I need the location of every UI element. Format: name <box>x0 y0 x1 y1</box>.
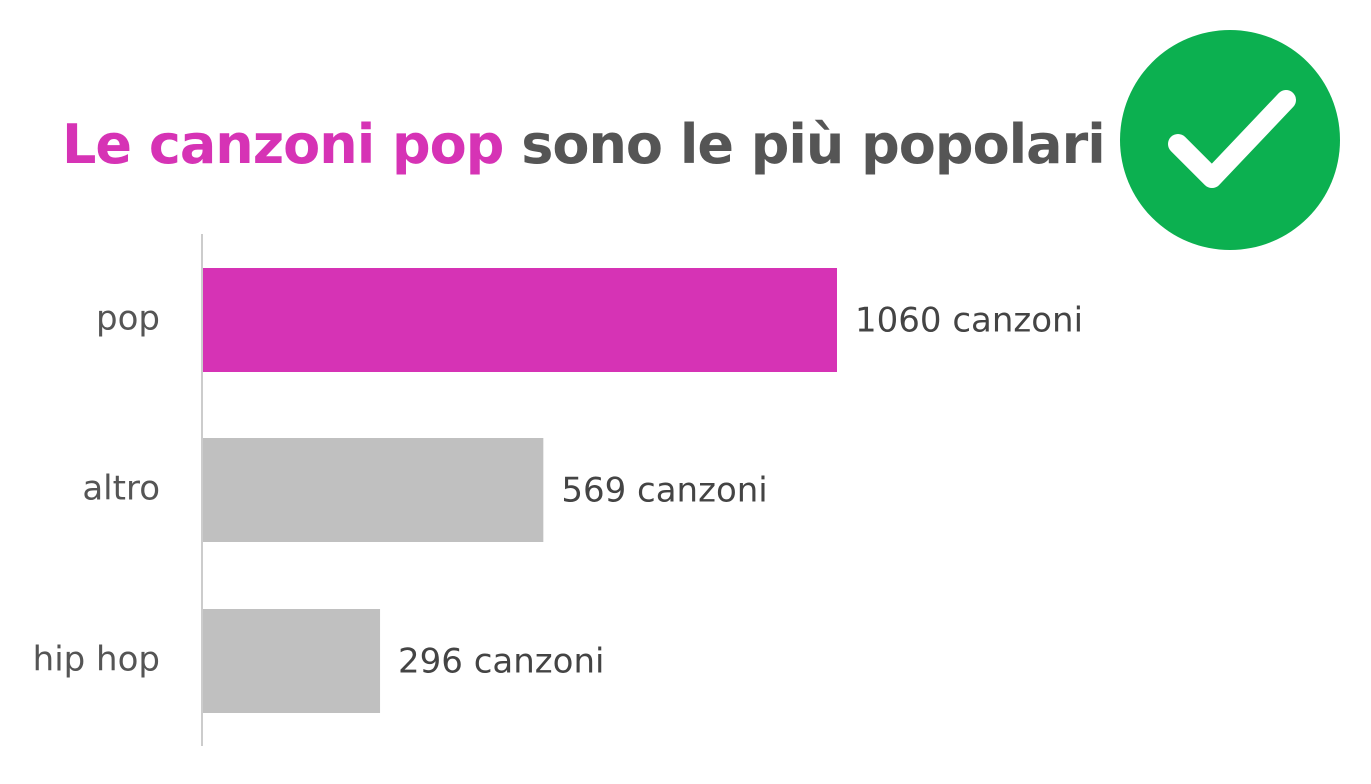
bar-pop <box>203 268 837 372</box>
category-label-pop: pop <box>96 299 160 339</box>
check-circle <box>1120 30 1340 250</box>
category-label-hip-hop: hip hop <box>33 640 160 680</box>
chart-title-rest: sono le più popolari <box>521 113 1106 176</box>
category-label-altro: altro <box>82 469 160 509</box>
chart-title: Le canzoni pop sono le più popolari <box>62 118 1106 172</box>
value-label-hip-hop: 296 canzoni <box>398 642 604 682</box>
bars-group: pop 1060 canzoni altro 569 canzoni hip hop 29… <box>33 268 1083 713</box>
value-label-pop: 1060 canzoni <box>855 301 1083 341</box>
check-icon <box>1168 90 1296 188</box>
bar-altro <box>203 438 544 542</box>
chart-title-highlight: Le canzoni pop <box>62 113 504 176</box>
bar-hip-hop <box>203 609 381 713</box>
check-badge <box>1120 30 1340 250</box>
value-label-altro: 569 canzoni <box>561 471 767 511</box>
